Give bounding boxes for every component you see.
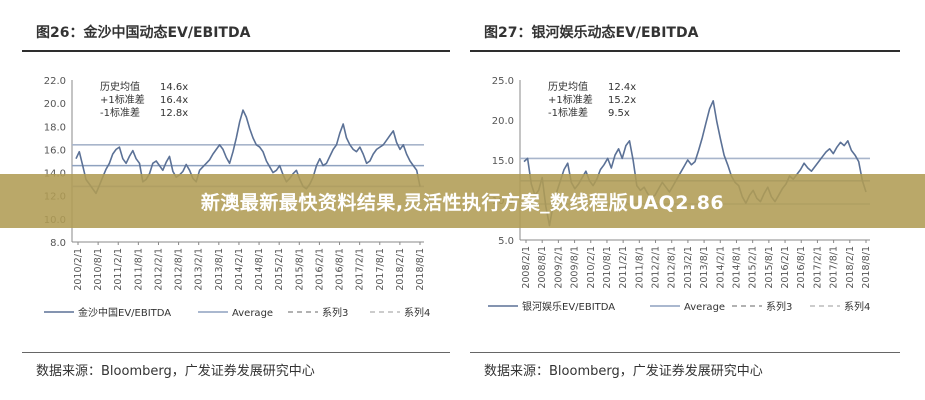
x-tick-label: 2009/8/1 [570,246,581,289]
title-rule [22,50,450,52]
x-tick-label: 2011/8/1 [133,248,144,291]
x-tick-label: 2011/2/1 [618,246,629,289]
x-tick-label: 2010/2/1 [586,246,597,289]
x-tick-label: 2016/2/1 [314,248,325,291]
x-tick-label: 2015/8/1 [294,248,305,291]
stat-label: -1标准差 [100,106,140,119]
stat-value: 12.8x [160,108,188,119]
stat-value: 15.2x [608,95,636,106]
stat-value: 9.5x [608,108,630,119]
x-tick-label: 2014/8/1 [254,248,265,291]
x-tick-label: 2017/2/1 [812,246,823,289]
x-tick-label: 2015/8/1 [764,246,775,289]
y-tick-label: 20.0 [492,116,514,127]
x-tick-label: 2009/2/1 [553,246,564,289]
x-tick-label: 2018/2/1 [395,248,406,291]
x-tick-label: 2017/8/1 [829,246,840,289]
x-tick-label: 2015/2/1 [748,246,759,289]
ev-ebitda-chart-sands: 22.020.018.016.014.012.010.08.02010/2/12… [44,76,431,319]
x-tick-label: 2011/8/1 [634,246,645,289]
x-tick-label: 2010/8/1 [602,246,613,289]
legend-label: 系列3 [322,306,348,319]
series-line [75,109,421,195]
x-tick-label: 2016/2/1 [780,246,791,289]
x-tick-label: 2013/8/1 [699,246,710,289]
stat-value: 12.4x [608,82,636,93]
source-rule [470,352,900,353]
x-tick-label: 2018/2/1 [845,246,856,289]
overlay-text: 新澳最新最快资料结果,灵活性执行方案_数线程版UAQ2.86 [200,191,725,214]
y-tick-label: 5.0 [498,236,514,247]
stat-value: 16.4x [160,95,188,106]
x-tick-label: 2012/2/1 [651,246,662,289]
x-tick-label: 2012/8/1 [667,246,678,289]
x-tick-label: 2012/2/1 [153,248,164,291]
legend-label: 系列4 [844,300,870,313]
title-rule [470,50,900,52]
overlay-banner: 新澳最新最快资料结果,灵活性执行方案_数线程版UAQ2.86 [0,174,925,228]
figure-title: 图27：银河娱乐动态EV/EBITDA [484,25,699,41]
x-tick-label: 2008/8/1 [537,246,548,289]
source-note: 数据来源：Bloomberg，广发证券发展研究中心 [484,364,763,379]
x-tick-label: 2017/2/1 [355,248,366,291]
stat-value: 14.6x [160,82,188,93]
x-tick-label: 2012/8/1 [174,248,185,291]
x-tick-label: 2014/2/1 [715,246,726,289]
x-tick-label: 2010/8/1 [93,248,104,291]
stat-label: +1标准差 [100,93,145,106]
x-tick-label: 2011/2/1 [113,248,124,291]
source-rule [22,352,450,353]
legend-label: 金沙中国EV/EBITDA [78,306,171,319]
x-tick-label: 2014/2/1 [234,248,245,291]
legend-label: 系列4 [404,306,430,319]
x-tick-label: 2008/2/1 [521,246,532,289]
legend-label: 银河娱乐EV/EBITDA [522,300,615,313]
legend-label: Average [684,302,725,313]
legend-label: Average [232,308,273,319]
x-tick-label: 2016/8/1 [796,246,807,289]
x-tick-label: 2013/2/1 [683,246,694,289]
y-tick-label: 18.0 [44,122,66,133]
y-tick-label: 20.0 [44,99,66,110]
x-tick-label: 2014/8/1 [731,246,742,289]
stat-label: -1标准差 [548,106,588,119]
y-tick-label: 15.0 [492,156,514,167]
x-tick-label: 2015/2/1 [274,248,285,291]
x-tick-label: 2018/8/1 [415,248,426,291]
stat-label: 历史均值 [548,80,588,93]
source-note: 数据来源：Bloomberg，广发证券发展研究中心 [36,364,315,379]
x-tick-label: 2013/2/1 [194,248,205,291]
legend-label: 系列3 [766,300,792,313]
y-tick-label: 8.0 [50,238,66,249]
y-tick-label: 25.0 [492,76,514,87]
chart-panel-left: 图26：金沙中国动态EV/EBITDA 22.020.018.016.014.0… [22,0,450,400]
x-tick-label: 2017/8/1 [375,248,386,291]
x-tick-label: 2018/8/1 [861,246,872,289]
x-tick-label: 2016/8/1 [335,248,346,291]
stat-label: +1标准差 [548,93,593,106]
y-tick-label: 16.0 [44,145,66,156]
x-tick-label: 2010/2/1 [73,248,84,291]
y-tick-label: 22.0 [44,76,66,87]
stat-label: 历史均值 [100,80,140,93]
figure-title: 图26：金沙中国动态EV/EBITDA [36,25,251,41]
x-tick-label: 2013/8/1 [214,248,225,291]
